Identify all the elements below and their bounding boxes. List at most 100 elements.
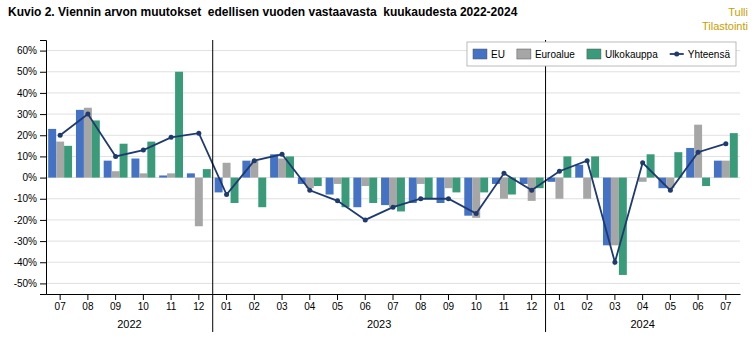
bar [639, 178, 647, 182]
bar [674, 152, 682, 177]
line-marker [196, 131, 201, 136]
grid-line [46, 71, 740, 72]
x-tick-label: 04 [637, 301, 649, 312]
x-tick-label: 09 [443, 301, 455, 312]
x-tick: 01 [221, 294, 233, 312]
x-tick-mark [60, 294, 61, 300]
marks [48, 72, 738, 275]
y-tick-label: 40% [17, 88, 37, 99]
bar [353, 178, 361, 208]
bar [342, 178, 350, 208]
bar [369, 178, 377, 203]
y-tick-label: 60% [17, 45, 37, 56]
line-marker [113, 154, 118, 159]
y-tick-label: -50% [14, 278, 37, 289]
legend: EUEuroalueUlkokauppaYhteensä [467, 42, 736, 66]
line-marker [58, 133, 63, 138]
x-tick: 08 [415, 294, 427, 312]
x-tick-mark [365, 294, 366, 300]
bar [480, 178, 488, 193]
line-marker [363, 217, 368, 222]
bar [583, 178, 591, 199]
y-tick: 10% [17, 151, 46, 162]
bar [203, 169, 211, 177]
grid-line [46, 92, 740, 93]
line-marker [252, 158, 257, 163]
y-tick: 50% [17, 66, 46, 77]
bar [195, 178, 203, 227]
divider [212, 40, 213, 332]
x-tick: 09 [110, 294, 122, 312]
grid-line [46, 114, 740, 115]
x-tick-mark [337, 294, 338, 300]
x-tick-mark [282, 294, 283, 300]
bar [500, 178, 508, 199]
x-tick-mark [448, 294, 449, 300]
legend-item: EU [473, 49, 505, 60]
x-tick-label: 05 [332, 301, 344, 312]
y-tick: -10% [14, 193, 46, 204]
bar-series [56, 108, 730, 246]
bar [555, 178, 563, 199]
x-tick: 01 [554, 294, 566, 312]
plot-area: -50%-40%-30%-20%-10%0%10%20%30%40%50%60%… [14, 40, 741, 332]
y-tick-mark [40, 283, 46, 284]
bar [361, 178, 369, 186]
y-tick-mark [40, 93, 46, 94]
y-tick-mark [40, 156, 46, 157]
x-tick: 10 [138, 294, 150, 312]
x-tick: 02 [249, 294, 261, 312]
bar [444, 178, 452, 189]
legend-label: Ulkokauppa [605, 49, 658, 60]
x-tick-label: 02 [249, 301, 261, 312]
bar [223, 163, 231, 178]
y-tick: 30% [17, 109, 46, 120]
bar [575, 165, 583, 178]
grid-line [46, 219, 740, 220]
legend-swatch [587, 49, 601, 59]
x-tick-mark [698, 294, 699, 300]
group-label: 2024 [630, 318, 654, 330]
y-tick-label: 10% [17, 151, 37, 162]
title: Kuvio 2. Viennin arvon muutokset edellis… [8, 5, 518, 19]
corner-note: Tulli [728, 6, 748, 18]
x-tick: 05 [332, 294, 344, 312]
line-marker [280, 152, 285, 157]
bar [326, 178, 334, 195]
x-tick-label: 08 [415, 301, 427, 312]
bar [714, 161, 722, 178]
bar [381, 178, 389, 206]
legend-item: Ulkokauppa [587, 49, 658, 60]
x-axis: 0708091011120102030405060708091011120102… [47, 294, 741, 312]
x-tick-label: 07 [387, 301, 399, 312]
x-tick-label: 12 [526, 301, 538, 312]
chart-container: Kuvio 2. Viennin arvon muutokset edellis… [0, 0, 756, 340]
x-tick: 07 [720, 294, 732, 312]
bar [722, 161, 730, 178]
bar [591, 156, 599, 177]
bar [631, 177, 639, 178]
x-tick-mark [420, 294, 421, 300]
bar [702, 178, 710, 186]
grid [46, 51, 740, 284]
x-tick: 06 [360, 294, 372, 312]
y-tick: 20% [17, 130, 46, 141]
group-label: 2022 [117, 318, 141, 330]
bar [175, 72, 183, 178]
bar [278, 159, 286, 178]
grid-line [46, 262, 740, 263]
bar [112, 171, 120, 177]
y-tick-label: -20% [14, 215, 37, 226]
bar [425, 178, 433, 199]
x-tick-label: 06 [360, 301, 372, 312]
x-tick-label: 03 [276, 301, 288, 312]
legend-label: Yhteensä [688, 49, 731, 60]
x-tick-label: 09 [110, 301, 122, 312]
grid-line [46, 135, 740, 136]
bar [187, 173, 195, 177]
line-marker [391, 205, 396, 210]
x-tick: 10 [471, 294, 483, 312]
legend-item: Yhteensä [670, 49, 731, 60]
x-tick-mark [559, 294, 560, 300]
x-tick-mark [587, 294, 588, 300]
